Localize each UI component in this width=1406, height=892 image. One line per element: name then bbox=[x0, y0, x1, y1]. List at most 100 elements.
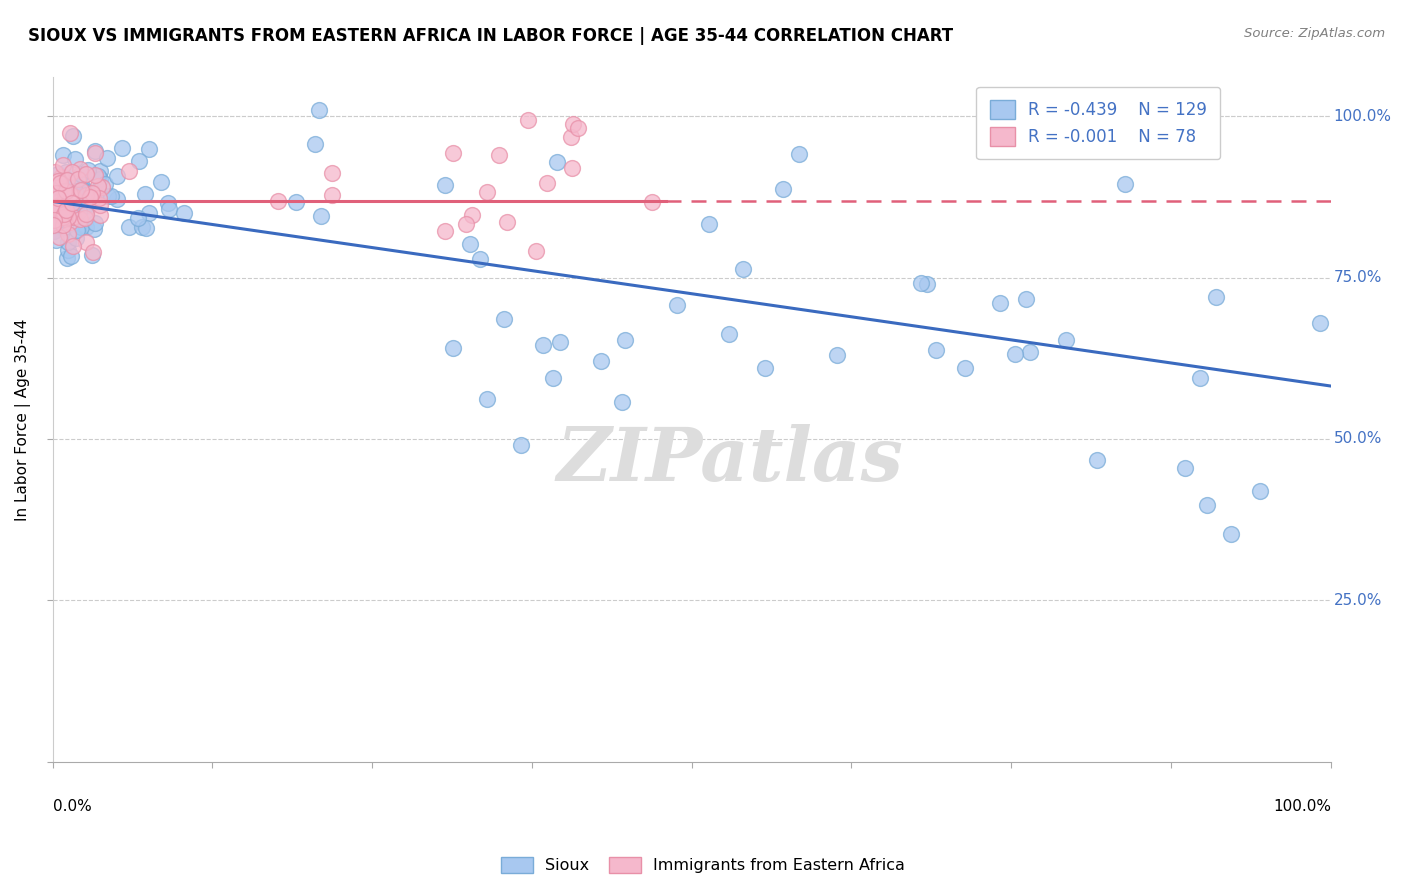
Point bbox=[55, 207, 77, 221]
Point bbox=[48, 167, 70, 181]
Point bbox=[80, 248, 103, 262]
Point bbox=[75, 167, 97, 181]
Point bbox=[925, 343, 948, 358]
Point bbox=[135, 221, 157, 235]
Point bbox=[100, 189, 122, 203]
Point bbox=[48, 230, 70, 244]
Point bbox=[105, 169, 128, 183]
Point bbox=[613, 334, 636, 348]
Point bbox=[454, 217, 477, 231]
Point bbox=[1174, 460, 1197, 475]
Point bbox=[42, 174, 65, 188]
Point bbox=[754, 361, 776, 376]
Point bbox=[59, 249, 82, 263]
Point bbox=[89, 208, 111, 222]
Point bbox=[461, 208, 484, 222]
Point bbox=[304, 137, 326, 152]
Point bbox=[58, 227, 80, 241]
Point bbox=[45, 186, 67, 201]
Point bbox=[75, 235, 97, 249]
Point bbox=[48, 177, 70, 191]
Point bbox=[83, 168, 105, 182]
Text: 75.0%: 75.0% bbox=[1333, 270, 1382, 285]
Point bbox=[441, 145, 464, 160]
Point bbox=[69, 161, 91, 176]
Point bbox=[62, 238, 84, 252]
Point bbox=[53, 184, 76, 198]
Point bbox=[53, 203, 76, 218]
Point bbox=[560, 130, 582, 145]
Point bbox=[128, 153, 150, 168]
Point bbox=[65, 184, 87, 198]
Point bbox=[44, 201, 66, 215]
Point bbox=[55, 178, 77, 192]
Point bbox=[910, 276, 932, 290]
Point bbox=[470, 252, 492, 266]
Point bbox=[59, 215, 82, 229]
Point bbox=[149, 175, 172, 189]
Point bbox=[492, 312, 515, 326]
Point bbox=[42, 216, 65, 230]
Point bbox=[321, 187, 343, 202]
Point bbox=[591, 353, 613, 368]
Point bbox=[62, 202, 84, 217]
Point bbox=[321, 167, 343, 181]
Point bbox=[82, 191, 104, 205]
Point bbox=[97, 188, 120, 202]
Point bbox=[308, 103, 330, 117]
Point bbox=[65, 152, 87, 166]
Point bbox=[51, 197, 73, 211]
Point bbox=[52, 193, 75, 207]
Text: 25.0%: 25.0% bbox=[1333, 593, 1382, 607]
Point bbox=[1019, 344, 1042, 359]
Point bbox=[55, 202, 77, 217]
Point bbox=[59, 126, 82, 140]
Text: 50.0%: 50.0% bbox=[1333, 432, 1382, 447]
Point bbox=[772, 182, 794, 196]
Point bbox=[441, 341, 464, 355]
Point bbox=[789, 147, 811, 161]
Point bbox=[84, 144, 107, 158]
Point bbox=[65, 206, 87, 220]
Point bbox=[52, 207, 75, 221]
Point bbox=[45, 200, 67, 214]
Text: Source: ZipAtlas.com: Source: ZipAtlas.com bbox=[1244, 27, 1385, 40]
Point bbox=[49, 169, 72, 184]
Point bbox=[46, 203, 69, 218]
Point bbox=[510, 438, 533, 452]
Point bbox=[131, 220, 153, 235]
Point bbox=[91, 180, 114, 194]
Point bbox=[82, 244, 104, 259]
Point bbox=[110, 140, 132, 154]
Point bbox=[84, 145, 107, 160]
Point bbox=[117, 220, 139, 235]
Point bbox=[56, 244, 79, 258]
Point bbox=[56, 251, 79, 265]
Point bbox=[62, 211, 84, 225]
Point bbox=[59, 178, 82, 192]
Point bbox=[138, 142, 160, 156]
Point bbox=[134, 187, 156, 202]
Point bbox=[69, 211, 91, 226]
Point bbox=[89, 171, 111, 186]
Text: 100.0%: 100.0% bbox=[1272, 799, 1331, 814]
Point bbox=[53, 196, 76, 211]
Point bbox=[89, 164, 111, 178]
Point bbox=[285, 195, 308, 210]
Point bbox=[62, 129, 84, 144]
Point bbox=[52, 207, 75, 221]
Point bbox=[63, 200, 86, 214]
Point bbox=[52, 221, 75, 235]
Point bbox=[517, 113, 540, 128]
Point bbox=[477, 185, 499, 199]
Point bbox=[46, 191, 69, 205]
Point bbox=[1309, 317, 1331, 331]
Point bbox=[89, 198, 111, 212]
Point bbox=[733, 262, 755, 277]
Text: 0.0%: 0.0% bbox=[52, 799, 91, 814]
Point bbox=[44, 164, 66, 178]
Point bbox=[96, 152, 118, 166]
Point bbox=[80, 186, 103, 201]
Point bbox=[75, 207, 97, 221]
Point bbox=[127, 211, 149, 225]
